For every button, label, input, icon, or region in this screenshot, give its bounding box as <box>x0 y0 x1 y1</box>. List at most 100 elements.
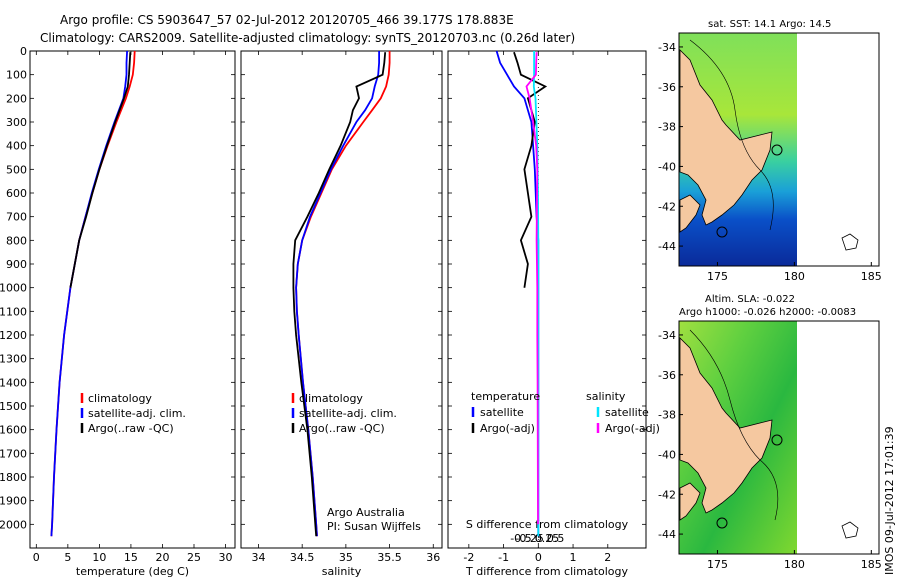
side-timestamp: IMOS 09-Jul-2012 17:01:39 <box>883 426 896 575</box>
sla-map-frame <box>678 320 880 555</box>
x-tick-label: 5 <box>64 551 71 564</box>
y-tick-label: 100 <box>6 69 27 82</box>
annotation-text: Argo Australia <box>327 506 405 519</box>
series-line <box>295 51 381 537</box>
y-tick-label: 1400 <box>0 376 27 389</box>
south-island-land-2 <box>679 482 701 521</box>
sst-blank-area <box>797 33 879 266</box>
x-axis-label: T difference from climatology <box>465 565 628 578</box>
sla-map-subtitle: Argo h1000: -0.026 h2000: -0.0083 <box>679 307 856 318</box>
previous-position-marker-2 <box>716 517 728 529</box>
difference-panel: -2 -1 0 1 2T difference from climatology -0.5… <box>447 50 660 578</box>
s-tick-label: 0.25 <box>535 532 560 545</box>
sst-map-frame <box>678 32 880 267</box>
chatham-islands-2 <box>841 521 859 539</box>
series-line <box>513 51 548 288</box>
s-tick-label: -0.25 <box>515 532 543 545</box>
annotation-text: PI: Susan Wijffels <box>327 520 421 533</box>
series-line <box>69 52 132 288</box>
map-y-tick-label: -38 <box>658 409 676 422</box>
x-tick-label: 10 <box>92 551 106 564</box>
map-x-tick-label: 185 <box>861 270 882 283</box>
y-tick-label: 0 <box>20 45 27 58</box>
y-tick-label: 1800 <box>0 471 27 484</box>
sla-contour <box>689 329 779 521</box>
map-x-tick-label: 180 <box>784 270 805 283</box>
series-line <box>532 51 540 537</box>
legend-entry: Argo(..raw -QC) <box>88 422 174 435</box>
title-line-2: Climatology: CARS2009. Satellite-adjuste… <box>40 31 575 45</box>
y-tick-label: 200 <box>6 92 27 105</box>
x-tick-label: 34 <box>251 551 265 564</box>
x-tick-label: 0 <box>535 551 542 564</box>
legend-entry: climatology <box>299 392 363 405</box>
salinity-panel: 34 34.5 35 35.5 36 salinity climatology satelli… <box>240 50 443 578</box>
legend-entry: Argo(-adj) <box>480 422 535 435</box>
north-island-land-2 <box>679 337 773 514</box>
legend-entry: Argo(-adj) <box>605 422 660 435</box>
argo-position-marker-2 <box>771 434 783 446</box>
y-tick-label: 400 <box>6 140 27 153</box>
x-tick-label: 30 <box>219 551 233 564</box>
sst-map-title: sat. SST: 14.1 Argo: 14.5 <box>708 19 831 30</box>
map-y-tick-label: -42 <box>658 200 676 213</box>
s-axis-label: S difference from climatology <box>466 518 629 531</box>
y-tick-label: 700 <box>6 211 27 224</box>
legend-entry: climatology <box>88 392 152 405</box>
y-tick-label: 800 <box>6 234 27 247</box>
y-tick-label: 1100 <box>0 305 27 318</box>
s-tick-label: -0.5 <box>510 532 531 545</box>
map-y-tick-label: -36 <box>658 369 676 382</box>
legend-entry: satellite-adj. clim. <box>88 407 186 420</box>
y-tick-label: 900 <box>6 258 27 271</box>
map-y-tick-label: -36 <box>658 81 676 94</box>
argo-position-marker <box>771 144 783 156</box>
map-y-tick-label: -42 <box>658 488 676 501</box>
map-y-tick-label: -34 <box>658 329 676 342</box>
map-y-tick-label: -40 <box>658 160 676 173</box>
map-y-tick-label: -40 <box>658 448 676 461</box>
plot-frame <box>29 50 236 549</box>
y-tick-label: 1700 <box>0 447 27 460</box>
y-tick-label: 600 <box>6 187 27 200</box>
plot-frame <box>447 50 647 549</box>
map-y-tick-label: -44 <box>658 528 676 541</box>
sla-map: Altim. SLA: -0.022 Argo h1000: -0.026 h2… <box>658 294 882 571</box>
legend-entry: satellite <box>480 406 524 419</box>
plot-frame <box>240 50 443 549</box>
north-island-land <box>679 49 773 226</box>
previous-position-marker <box>716 226 728 238</box>
x-tick-label: 34.5 <box>290 551 315 564</box>
x-tick-label: -2 <box>463 551 474 564</box>
series-line <box>525 52 539 525</box>
y-tick-label: 500 <box>6 163 27 176</box>
x-tick-label: 20 <box>155 551 169 564</box>
x-tick-label: 36 <box>426 551 440 564</box>
x-tick-label: 1 <box>570 551 577 564</box>
map-x-tick-label: 180 <box>784 558 805 571</box>
map-x-tick-label: 175 <box>707 270 728 283</box>
sst-contour <box>689 39 774 231</box>
series-line <box>292 52 387 537</box>
map-x-tick-label: 185 <box>861 558 882 571</box>
x-tick-label: -1 <box>498 551 509 564</box>
chatham-islands <box>841 233 859 251</box>
sst-map: sat. SST: 14.1 Argo: 14.5 175 180 185 -34 -3… <box>658 19 882 283</box>
x-tick-label: 2 <box>604 551 611 564</box>
map-y-tick-label: -44 <box>658 240 676 253</box>
south-island-land <box>679 194 701 233</box>
x-axis-label: temperature (deg C) <box>76 565 189 578</box>
y-tick-label: 1900 <box>0 495 27 508</box>
x-axis-label: salinity <box>322 565 362 578</box>
x-tick-label: 0 <box>33 551 40 564</box>
y-tick-label: 1600 <box>0 424 27 437</box>
legend-entry: satellite-adj. clim. <box>299 407 397 420</box>
y-tick-label: 2000 <box>0 518 27 531</box>
map-x-tick-label: 175 <box>707 558 728 571</box>
s-tick-label: 0 <box>535 532 542 545</box>
y-tick-label: 1200 <box>0 329 27 342</box>
sla-map-title: Altim. SLA: -0.022 <box>705 294 795 305</box>
map-y-tick-label: -34 <box>658 41 676 54</box>
y-tick-label: 1300 <box>0 353 27 366</box>
